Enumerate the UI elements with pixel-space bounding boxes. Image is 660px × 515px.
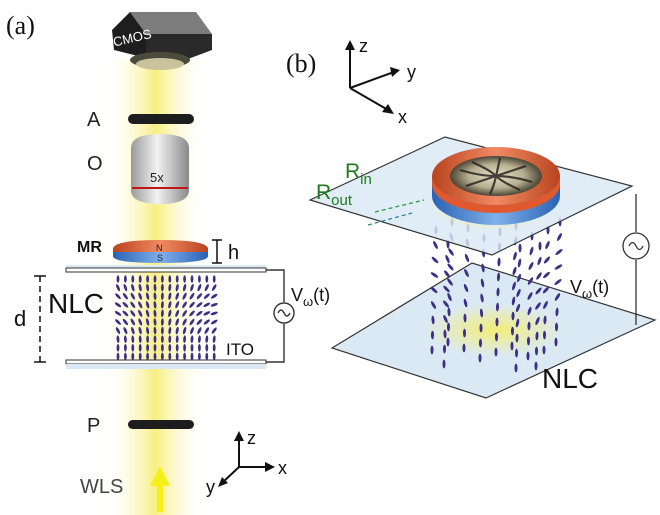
cmos-camera: CMOS [112, 12, 212, 70]
voltage-circuit-a [266, 269, 295, 363]
analyzer-plate [128, 114, 194, 124]
height-label: h [228, 242, 239, 264]
polarizer-plate [128, 420, 194, 429]
voltage-label-a: Vω(t) [291, 285, 330, 309]
axis-z-b: z [359, 36, 368, 56]
bottom-electrode [65, 359, 267, 365]
axis-z-a: z [247, 428, 256, 448]
voltage-label-b: Vω(t) [570, 277, 609, 301]
objective-lens [131, 134, 189, 204]
panel-b-label: (b) [286, 49, 316, 78]
axes-a [218, 431, 275, 487]
axis-x-a: x [278, 458, 287, 478]
nlc-label-a: NLC [48, 288, 104, 319]
ito-label: ITO [226, 340, 254, 359]
axes-b [345, 40, 400, 114]
magnet-label: MR [77, 239, 102, 256]
top-electrode [65, 267, 267, 273]
objective-label: O [87, 153, 103, 175]
light-arrow [150, 466, 170, 512]
panel-b: (b) z y x [286, 36, 657, 399]
magnification-label: 5x [150, 170, 164, 185]
polarizer-label: P [87, 415, 100, 437]
north-pole-label: N [156, 243, 163, 253]
r-in-label: Rin [345, 160, 372, 188]
magnet-ring-3d [432, 147, 560, 225]
gap-label: d [14, 306, 26, 331]
source-label: WLS [80, 476, 123, 498]
voltage-circuit-b [622, 194, 650, 325]
bottom-glass [66, 364, 266, 369]
panel-a-label: (a) [6, 11, 35, 40]
axis-y-a: y [206, 477, 215, 497]
height-bracket [212, 239, 222, 264]
axis-x-b: x [398, 107, 407, 127]
nlc-label-b: NLC [542, 363, 598, 394]
analyzer-label: A [87, 109, 101, 131]
south-pole-label: S [157, 253, 163, 263]
gap-bracket [34, 275, 46, 363]
radius-markers [367, 199, 425, 226]
panel-a: (a) CMOS A O 5x MR N S [6, 11, 330, 515]
r-out-label: Rout [316, 181, 353, 209]
axis-y-b: y [407, 62, 416, 82]
director-field-a [114, 275, 218, 361]
magnet-ring [113, 240, 208, 263]
